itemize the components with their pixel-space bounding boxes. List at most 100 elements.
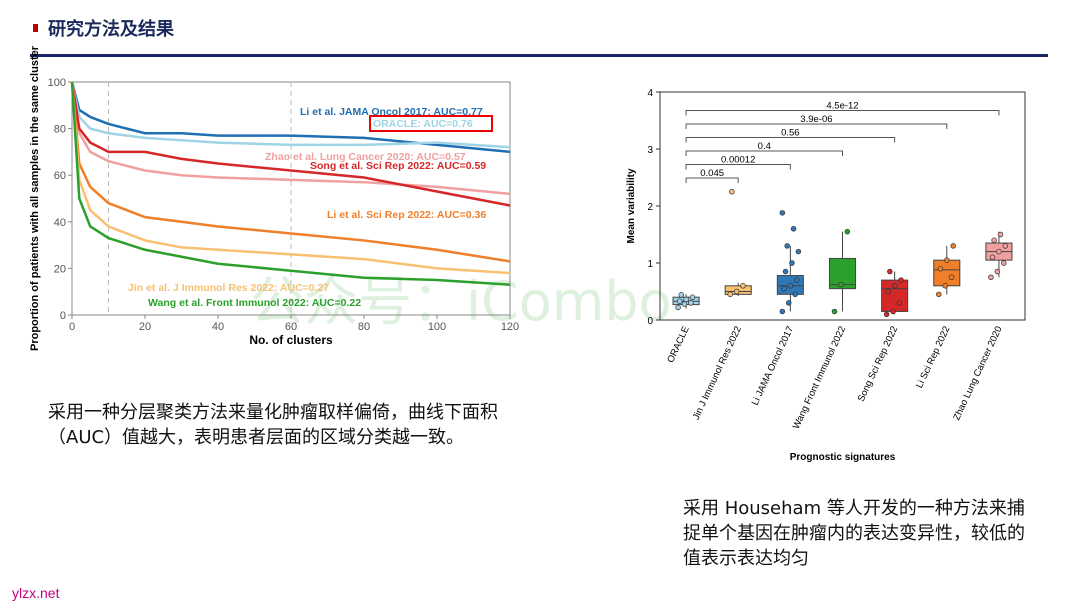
point [787, 283, 794, 289]
point [786, 300, 792, 306]
point [790, 226, 797, 232]
y-tick-label: 40 [54, 217, 66, 229]
bullet [33, 24, 38, 32]
x-tick-label: 100 [428, 321, 446, 333]
point [844, 228, 851, 235]
y-tick-label: 1 [647, 259, 653, 270]
x-tick-label: Jin J Immunol Res 2022 [691, 325, 744, 422]
point [729, 189, 735, 195]
point [781, 285, 787, 292]
line [70, 81, 511, 263]
bracket [685, 177, 739, 183]
bracket [685, 137, 896, 143]
x-tick-label: 60 [285, 321, 297, 333]
point [676, 298, 683, 304]
point [789, 260, 795, 266]
point [883, 311, 890, 318]
point [1000, 260, 1007, 266]
point [988, 274, 994, 281]
line [70, 81, 511, 286]
point [989, 254, 996, 261]
y-tick-label: 3 [647, 145, 653, 156]
y-tick-label: 60 [54, 170, 66, 182]
p-value: 0.4 [758, 141, 771, 152]
series-label: Wang et al. Front Immunol 2022: AUC=0.22 [148, 297, 361, 309]
y-axis-label: Mean variability [626, 168, 637, 243]
line [70, 81, 511, 196]
y-tick-label: 0 [647, 316, 653, 327]
point [795, 248, 802, 255]
y-tick-label: 20 [54, 263, 66, 275]
series-label: Li et al. Sci Rep 2022: AUC=0.36 [327, 209, 486, 221]
x-tick-label: 40 [212, 321, 224, 333]
point [950, 243, 956, 249]
point [896, 300, 903, 306]
line [70, 81, 511, 275]
point [948, 274, 955, 281]
p-value: 0.045 [700, 168, 724, 179]
caption: 采用一种分层聚类方法来量化肿瘤取样偏倚，曲线下面积（AUC）值越大，表明患者层面… [48, 402, 498, 448]
point [996, 248, 1002, 255]
point [944, 257, 950, 263]
caption: 采用 Househam 等人开发的一种方法来捕捉单个基因在肿瘤内的表达变异性，较… [683, 498, 1025, 569]
line [70, 81, 511, 149]
x-axis-label: No. of clusters [249, 333, 333, 347]
line [70, 81, 511, 207]
point [838, 281, 844, 288]
x-tick-label: 20 [139, 321, 151, 333]
bracket [685, 110, 1000, 116]
point [678, 292, 685, 298]
point [1002, 243, 1009, 249]
line [70, 81, 511, 154]
point [991, 237, 997, 243]
point [683, 296, 689, 303]
point [681, 301, 688, 307]
y-tick-label: 80 [54, 124, 66, 136]
x-tick-label: Li JAMA Oncol 2017 [750, 325, 796, 408]
x-tick-label: Li Sci Rep 2022 [914, 325, 952, 390]
point [831, 308, 838, 315]
point [997, 231, 1004, 238]
x-tick-label: Song Sci Rep 2022 [856, 325, 901, 404]
y-tick-label: 0 [60, 310, 66, 322]
point [942, 283, 948, 289]
bracket [685, 150, 843, 156]
bracket [685, 123, 948, 129]
p-value: 3.9e-06 [800, 114, 832, 125]
p-value: 4.5e-12 [826, 101, 858, 112]
x-tick-label: 80 [358, 321, 370, 333]
point [937, 265, 944, 272]
point [782, 268, 789, 275]
x-tick-label: 120 [501, 321, 519, 333]
y-tick-label: 4 [647, 88, 653, 99]
point [890, 308, 896, 315]
point [885, 288, 891, 295]
x-axis-label: Prognostic signatures [790, 452, 896, 463]
point [794, 277, 800, 283]
series-label: Jin et al. J Immunol Res 2022: AUC=0.27 [128, 282, 329, 294]
title: 研究方法及结果 [48, 18, 175, 40]
point [740, 283, 746, 289]
point [887, 268, 893, 275]
point [898, 277, 904, 283]
point [779, 210, 786, 216]
bracket [685, 164, 791, 170]
series-label: Song et al. Sci Rep 2022: AUC=0.59 [310, 160, 486, 172]
series-label: ORACLE: AUC=0.76 [373, 118, 473, 130]
point [936, 291, 942, 298]
box [933, 259, 961, 287]
point [689, 294, 696, 300]
y-axis-label: Proportion of patients with all samples … [29, 45, 41, 351]
point [733, 288, 740, 295]
point [675, 304, 681, 311]
rule [30, 54, 1048, 57]
series-label: Zhao et al. Lung Cancer 2020: AUC=0.57 [265, 151, 466, 163]
p-value: 0.56 [781, 128, 800, 139]
point [779, 308, 786, 315]
point [784, 243, 790, 249]
p-value: 0.00012 [721, 155, 755, 166]
y-tick-label: 2 [647, 202, 653, 213]
x-tick-label: Zhao Lung Cancer 2020 [951, 325, 1004, 423]
